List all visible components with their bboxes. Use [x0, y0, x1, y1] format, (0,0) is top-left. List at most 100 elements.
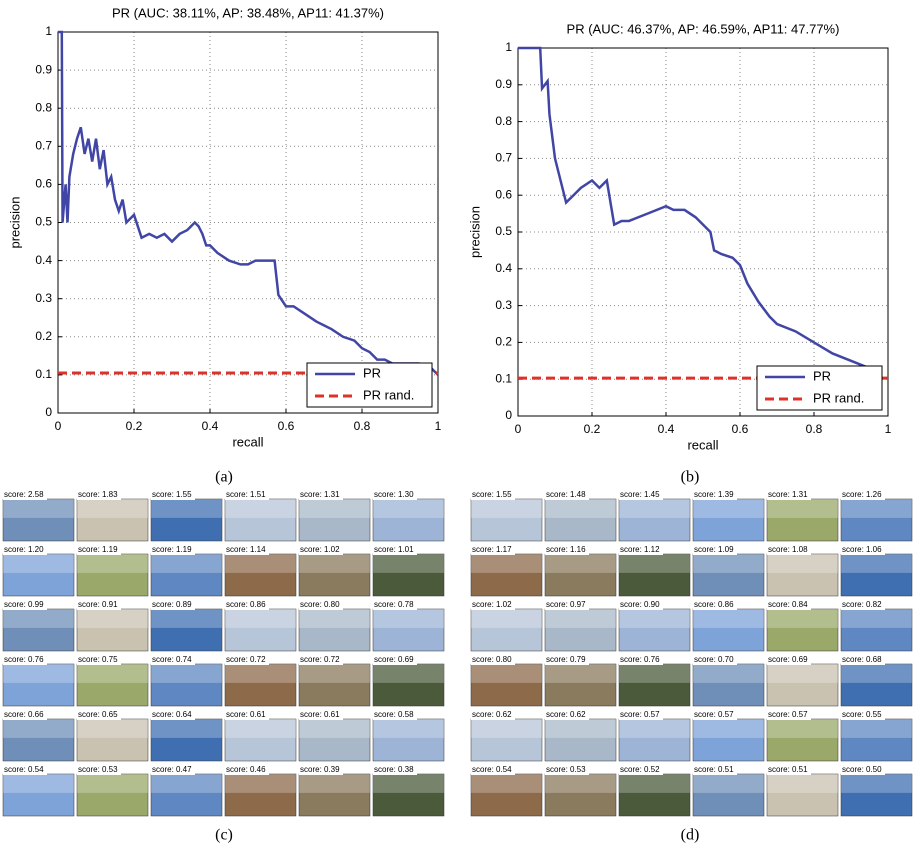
score-label: score: 0.68	[842, 655, 882, 664]
legend-label: PR rand.	[813, 390, 864, 405]
y-tick-label: 0.1	[495, 371, 512, 385]
score-label: score: 0.51	[694, 765, 734, 774]
score-label: score: 0.64	[152, 710, 192, 719]
thumbnail-sky	[841, 499, 912, 518]
score-label: score: 0.47	[152, 765, 192, 774]
score-label: score: 1.83	[78, 490, 118, 499]
score-label: score: 1.06	[842, 545, 882, 554]
thumbnail-sky	[299, 609, 370, 628]
thumbnail-sky	[545, 554, 616, 573]
thumbnail-sky	[471, 609, 542, 628]
score-label: score: 1.17	[472, 545, 512, 554]
thumbnail-sky	[225, 609, 296, 628]
x-tick-label: 0.8	[354, 419, 371, 433]
y-tick-label: 0.8	[35, 100, 52, 114]
y-tick-label: 0.8	[495, 114, 512, 128]
y-tick-label: 0	[505, 408, 512, 422]
y-axis-label: precision	[467, 206, 482, 258]
score-label: score: 0.57	[620, 710, 660, 719]
score-label: score: 1.45	[620, 490, 660, 499]
score-label: score: 1.19	[152, 545, 192, 554]
thumbnail-sky	[299, 719, 370, 738]
score-label: score: 0.58	[374, 710, 414, 719]
x-tick-label: 0.6	[278, 419, 295, 433]
y-tick-label: 0.7	[35, 138, 52, 152]
score-label: score: 0.91	[78, 600, 118, 609]
score-label: score: 0.53	[546, 765, 586, 774]
thumbnail-sky	[767, 664, 838, 683]
thumbnail-sky	[3, 719, 74, 738]
x-tick-label: 0.4	[658, 422, 675, 436]
score-label: score: 2.58	[4, 490, 44, 499]
thumbnail-sky	[841, 774, 912, 793]
score-label: score: 1.48	[546, 490, 586, 499]
score-label: score: 0.61	[300, 710, 340, 719]
thumbnail-sky	[767, 719, 838, 738]
thumbnail-sky	[299, 774, 370, 793]
score-label: score: 1.09	[694, 545, 734, 554]
x-tick-label: 0.4	[202, 419, 219, 433]
score-label: score: 0.61	[226, 710, 266, 719]
score-label: score: 1.12	[620, 545, 660, 554]
chart-title: PR (AUC: 46.37%, AP: 46.59%, AP11: 47.77…	[567, 21, 840, 36]
score-label: score: 0.82	[842, 600, 882, 609]
thumbnail-sky	[693, 554, 764, 573]
thumbnail-sky	[545, 609, 616, 628]
score-label: score: 0.79	[546, 655, 586, 664]
y-tick-label: 0.3	[495, 298, 512, 312]
score-label: score: 0.65	[78, 710, 118, 719]
score-label: score: 0.39	[300, 765, 340, 774]
score-label: score: 0.89	[152, 600, 192, 609]
y-tick-label: 1	[45, 24, 52, 38]
thumbnail-sky	[545, 719, 616, 738]
y-tick-label: 0	[45, 405, 52, 419]
x-tick-label: 0.6	[732, 422, 749, 436]
thumbnail-sky	[693, 664, 764, 683]
score-label: score: 0.78	[374, 600, 414, 609]
thumbnail-sky	[619, 664, 690, 683]
caption: (d)	[681, 827, 700, 844]
y-tick-label: 0.1	[35, 367, 52, 381]
caption: (c)	[215, 827, 233, 844]
score-label: score: 0.99	[4, 600, 44, 609]
thumbnail-sky	[3, 554, 74, 573]
score-label: score: 0.86	[226, 600, 266, 609]
score-label: score: 1.19	[78, 545, 118, 554]
thumbnail-sky	[225, 719, 296, 738]
thumbnail-sky	[151, 774, 222, 793]
legend-label: PR rand.	[363, 387, 414, 402]
thumbnail-sky	[619, 719, 690, 738]
x-tick-label: 0.8	[806, 422, 823, 436]
score-label: score: 0.75	[78, 655, 118, 664]
thumbnail-sky	[471, 664, 542, 683]
score-label: score: 1.39	[694, 490, 734, 499]
y-tick-label: 0.4	[35, 253, 52, 267]
thumbnail-sky	[545, 499, 616, 518]
thumbnail-sky	[3, 664, 74, 683]
score-label: score: 0.76	[4, 655, 44, 664]
thumbnail-sky	[471, 774, 542, 793]
thumbnail-sky	[77, 719, 148, 738]
score-label: score: 0.66	[4, 710, 44, 719]
thumbnail-sky	[151, 609, 222, 628]
caption: (a)	[215, 469, 233, 486]
y-tick-label: 0.9	[495, 77, 512, 91]
thumbnail-sky	[693, 609, 764, 628]
thumbnail-sky	[619, 499, 690, 518]
score-label: score: 1.31	[300, 490, 340, 499]
thumbnail-sky	[693, 499, 764, 518]
thumbnail-sky	[299, 554, 370, 573]
thumbnail-sky	[225, 664, 296, 683]
score-label: score: 0.72	[300, 655, 340, 664]
thumbnail-sky	[693, 719, 764, 738]
thumbnail-sky	[471, 554, 542, 573]
score-label: score: 0.69	[768, 655, 808, 664]
thumbnail-sky	[841, 609, 912, 628]
score-label: score: 0.51	[768, 765, 808, 774]
score-label: score: 0.50	[842, 765, 882, 774]
score-label: score: 1.08	[768, 545, 808, 554]
score-label: score: 0.76	[620, 655, 660, 664]
legend-label: PR	[813, 368, 831, 383]
score-label: score: 1.51	[226, 490, 266, 499]
thumbnail-sky	[3, 774, 74, 793]
